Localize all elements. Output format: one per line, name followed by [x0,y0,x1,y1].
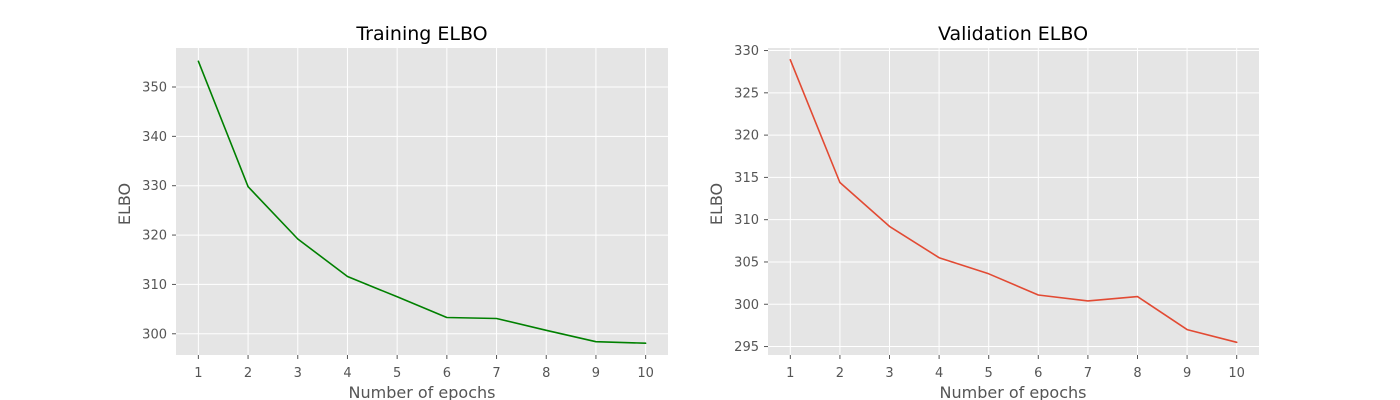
y-tick-label: 305 [734,255,759,270]
y-axis-label: ELBO [115,183,134,225]
x-tick-label: 2 [836,366,844,381]
x-tick-label: 4 [343,366,351,381]
y-axis-label: ELBO [707,183,726,225]
y-tick-label: 330 [142,179,167,194]
x-tick-label: 2 [244,366,252,381]
x-tick-label: 5 [985,366,993,381]
x-tick-label: 5 [393,366,401,381]
y-tick-label: 300 [734,298,759,313]
chart-title: Validation ELBO [938,23,1088,45]
y-tick-label: 310 [142,278,167,293]
x-axis-label: Number of epochs [349,383,496,400]
x-tick-label: 7 [492,366,500,381]
chart-validation: 1 2 3 4 5 6 7 8 9 10 295 300 305 310 315 320 325 330 Vali… [707,23,1259,400]
x-tick-label: 9 [1183,366,1191,381]
plot-background [768,48,1259,355]
x-tick-label: 7 [1084,366,1092,381]
x-tick-label: 10 [1228,366,1245,381]
y-tick-label: 330 [734,44,759,59]
x-axis-label: Number of epochs [940,383,1087,400]
x-tick-label: 9 [592,366,600,381]
x-tick-label: 1 [786,366,794,381]
series-line [789,58,1238,344]
plot-background [176,48,668,355]
y-tick-label: 320 [142,229,167,244]
y-tick-label: 325 [734,86,759,101]
y-tick-label: 295 [734,340,759,355]
x-tick-label: 3 [885,366,893,381]
y-tick-label: 315 [734,171,759,186]
x-tick-label: 3 [294,366,302,381]
chart-training: 1 2 3 4 5 6 7 8 9 10 300 310 320 330 340 350 Training E… [115,23,668,400]
y-tick-label: 310 [734,213,759,228]
y-tick-label: 300 [142,327,167,342]
chart-title: Training ELBO [355,23,487,45]
x-tick-label: 6 [1034,366,1042,381]
x-tick-label: 8 [1133,366,1141,381]
x-tick-label: 1 [194,366,202,381]
y-tick-label: 320 [734,129,759,144]
y-tick-label: 350 [142,80,167,95]
y-tick-label: 340 [142,130,167,145]
x-tick-label: 4 [935,366,943,381]
x-tick-label: 6 [443,366,451,381]
x-tick-label: 10 [637,366,654,381]
x-tick-label: 8 [542,366,550,381]
series-line [197,60,647,345]
